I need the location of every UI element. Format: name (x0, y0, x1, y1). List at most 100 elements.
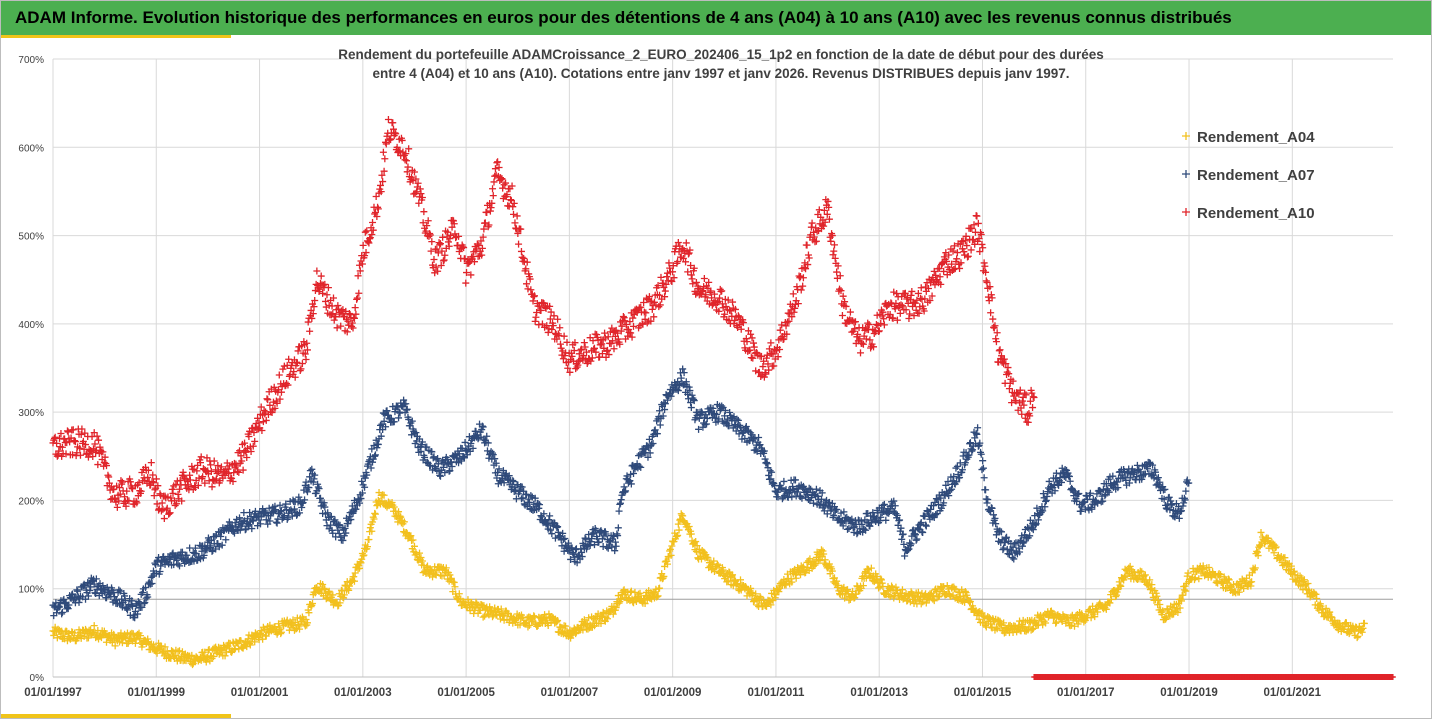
Rendement_A04-marker (811, 561, 819, 569)
Rendement_A04-marker (713, 560, 721, 568)
Rendement_A04-marker (189, 661, 197, 669)
Rendement_A04-marker (771, 594, 779, 602)
Rendement_A04-marker (215, 650, 223, 658)
Rendement_A04-marker (446, 571, 454, 579)
Rendement_A10-marker (491, 165, 499, 173)
Rendement_A04-marker (579, 626, 587, 634)
Rendement_A07-marker (1097, 498, 1105, 506)
Rendement_A04-marker (704, 554, 712, 562)
Rendement_A10-marker (91, 440, 99, 448)
Rendement_A04-marker (50, 631, 58, 639)
Rendement_A04-marker (788, 578, 796, 586)
data-points (49, 116, 1396, 680)
Rendement_A10-marker (980, 259, 988, 267)
Rendement_A04-marker (345, 582, 353, 590)
Rendement_A07-marker (984, 496, 992, 504)
Rendement_A10-marker (523, 280, 531, 288)
Rendement_A10-marker (381, 155, 389, 163)
Rendement_A10-marker (353, 295, 361, 303)
Rendement_A10-marker (117, 477, 125, 485)
Rendement_A10-marker (989, 315, 997, 323)
Rendement_A04-marker (132, 636, 140, 644)
Rendement_A04-marker (567, 631, 575, 639)
Rendement_A10-marker (176, 485, 184, 493)
Rendement_A04-marker (111, 642, 119, 650)
Rendement_A04-marker (775, 588, 783, 596)
Rendement_A04-marker (161, 643, 169, 651)
Rendement_A04-marker (476, 606, 484, 614)
Rendement_A04-marker (394, 518, 402, 526)
Rendement_A04-marker (828, 567, 836, 575)
Rendement_A10-marker (682, 239, 690, 247)
Rendement_A04-marker (490, 607, 498, 615)
x-tick-label: 01/01/2013 (850, 687, 908, 699)
Rendement_A10-marker (513, 212, 521, 220)
Rendement_A04-marker (395, 508, 403, 516)
Rendement_A04-marker (524, 623, 532, 631)
Rendement_A04-marker (663, 560, 671, 568)
Rendement_A04-marker (674, 531, 682, 539)
Rendement_A10-marker (174, 490, 182, 498)
Rendement_A04-marker (221, 652, 229, 660)
Rendement_A04-marker (640, 595, 648, 603)
Rendement_A10-marker (797, 286, 805, 294)
Rendement_A04-marker (71, 629, 79, 637)
Rendement_A07-marker (969, 446, 977, 454)
Rendement_A10-marker (436, 240, 444, 248)
Rendement_A07-marker (396, 409, 404, 417)
Rendement_A04-marker (366, 524, 374, 532)
Rendement_A10-marker (483, 208, 491, 216)
Rendement_A04-marker (851, 594, 859, 602)
Rendement_A07-marker (1042, 497, 1050, 505)
Rendement_A04-marker (303, 619, 311, 627)
Rendement_A04-marker (497, 605, 505, 613)
Rendement_A07-marker (612, 542, 620, 550)
Rendement_A10-marker (896, 309, 904, 317)
Rendement_A10-marker (494, 158, 502, 166)
Rendement_A04-marker (360, 551, 368, 559)
x-tick-label: 01/01/2019 (1160, 687, 1218, 699)
Rendement_A04-marker (815, 555, 823, 563)
x-tick-label: 01/01/2011 (747, 687, 805, 699)
Rendement_A10-marker (313, 267, 321, 275)
Rendement_A04-marker (859, 582, 867, 590)
y-tick-label: 500% (18, 232, 44, 243)
x-tick-label: 01/01/1999 (127, 687, 185, 699)
Rendement_A10-marker (963, 242, 971, 250)
y-tick-label: 300% (18, 408, 44, 419)
Rendement_A10-marker (171, 501, 179, 509)
Rendement_A04-marker (553, 618, 561, 626)
Rendement_A10-marker (964, 252, 972, 260)
Rendement_A04-marker (752, 590, 760, 598)
Rendement_A07-marker (620, 483, 628, 491)
Rendement_A04-marker (834, 581, 842, 589)
y-tick-label: 0% (30, 673, 45, 684)
Rendement_A04-marker (747, 584, 755, 592)
Rendement_A04-marker (455, 590, 463, 598)
Rendement_A04-marker (371, 509, 379, 517)
Rendement_A04-marker (763, 602, 771, 610)
x-tick-label: 01/01/2015 (954, 687, 1012, 699)
Rendement_A04-marker (602, 613, 610, 621)
Rendement_A07-marker (1182, 487, 1190, 495)
Rendement_A10-marker (987, 309, 995, 317)
report-title: ADAM Informe. Evolution historique des p… (15, 8, 1232, 27)
Rendement_A10-marker (168, 485, 176, 493)
Rendement_A10-marker (302, 356, 310, 364)
Rendement_A04-marker (371, 510, 379, 518)
Rendement_A10-marker (63, 427, 71, 435)
Rendement_A10-marker (803, 241, 811, 249)
Rendement_A04-marker (370, 515, 378, 523)
Rendement_A07-marker (614, 532, 622, 540)
Rendement_A04-marker (792, 574, 800, 582)
Rendement_A10-marker (737, 325, 745, 333)
Rendement_A10-marker (275, 371, 283, 379)
Rendement_A04-marker (359, 552, 367, 560)
Rendement_A04-marker (246, 640, 254, 648)
Rendement_A04-marker (122, 632, 130, 640)
Rendement_A04-marker (251, 638, 259, 646)
Rendement_A04-marker (693, 542, 701, 550)
Rendement_A07-marker (434, 455, 442, 463)
Rendement_A04-marker (319, 581, 327, 589)
Rendement_A10-marker (846, 308, 854, 316)
